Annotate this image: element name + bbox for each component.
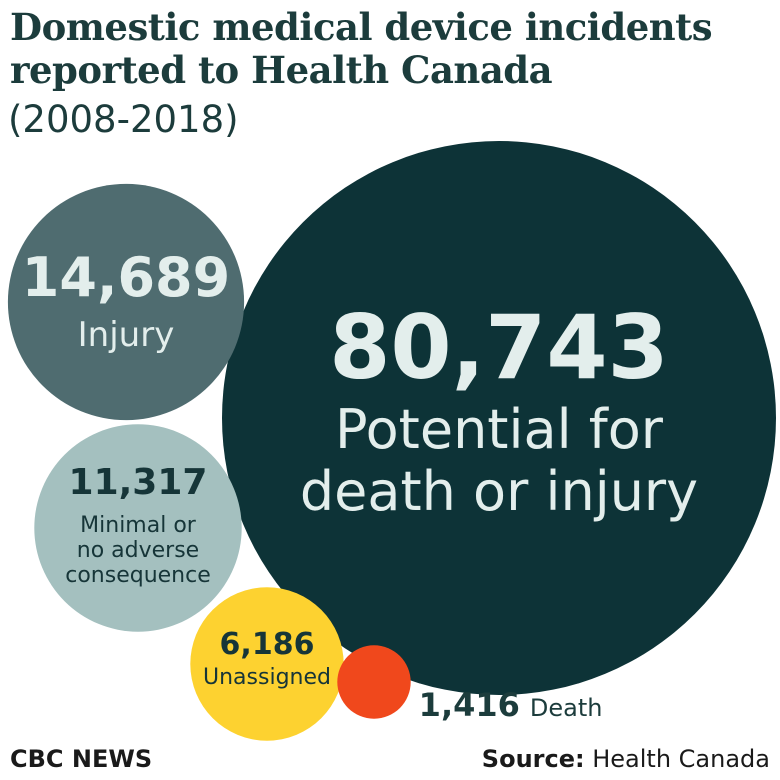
chart-subtitle: (2008-2018): [8, 98, 239, 141]
bubble-injury-circle: [7, 183, 245, 421]
bubble-death: 1,416 Death: [337, 645, 602, 724]
bubble-minimal-label-line: no adverse: [77, 538, 199, 563]
bubble-death-circle: [337, 645, 411, 719]
source-label: Source:: [481, 745, 585, 773]
bubble-minimal-label-line: consequence: [65, 563, 211, 588]
chart-title: Domestic medical device incidents report…: [10, 5, 713, 92]
bubble-unassigned-value: 6,186: [220, 627, 315, 662]
bubble-minimal-value: 11,317: [69, 462, 208, 503]
bubble-potential-label-line: Potential for: [335, 398, 664, 461]
bubble-injury-value: 14,689: [22, 246, 230, 309]
bubble-injury: 14,689 Injury: [7, 183, 245, 421]
bubble-minimal-circle: [34, 424, 242, 632]
bubble-minimal-label-line: Minimal or: [80, 513, 197, 538]
source-text: Health Canada: [592, 745, 770, 773]
brand-logo-text: CBC NEWS: [10, 745, 153, 773]
bubble-potential-circle: [222, 141, 776, 695]
bubble-unassigned: 6,186 Unassigned: [190, 587, 344, 741]
bubble-injury-label-line: Injury: [78, 315, 175, 355]
bubble-death-value: 1,416: [419, 686, 520, 724]
bubble-death-category: Death: [530, 694, 603, 722]
bubble-potential-label-line: death or injury: [300, 460, 698, 523]
bubble-unassigned-label-line: Unassigned: [203, 665, 331, 690]
bubble-death-label: 1,416 Death: [419, 686, 603, 724]
source-credit: Source: Health Canada: [482, 744, 770, 774]
bubble-unassigned-circle: [190, 587, 344, 741]
bubble-potential-value: 80,743: [329, 296, 669, 399]
